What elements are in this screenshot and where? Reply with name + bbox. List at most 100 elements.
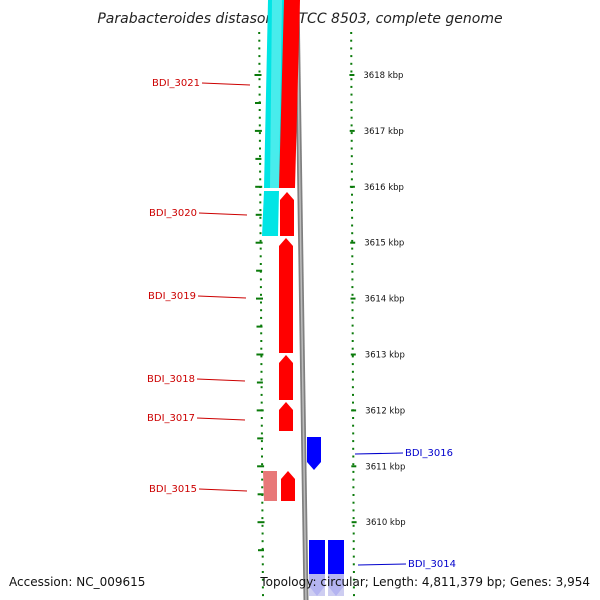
tick-mark [350,32,353,34]
tick-column-right [349,32,357,597]
tick-mark [259,193,262,196]
major-tick-right [349,129,355,132]
tick-mark [258,47,261,50]
tick-mark [352,532,355,535]
gene-bdi-3017[interactable] [279,402,293,431]
major-tick-left [257,465,265,468]
tick-mark [260,332,263,335]
tick-mark [352,578,355,581]
gene-bdi-3018[interactable] [279,355,293,400]
tick-mark [260,293,262,296]
tick-mark [350,162,353,165]
gene-label[interactable]: BDI_3017 [147,413,195,424]
tick-mark [260,393,263,396]
major-tick-left [255,241,263,244]
gene-bdi-3015[interactable] [281,471,295,501]
tick-mark [352,440,355,443]
half-tick-left [257,437,264,440]
tick-mark [352,517,355,520]
gene-label[interactable]: BDI_3016 [405,448,453,459]
gene-label[interactable]: BDI_3014 [408,559,456,570]
cyan-feature-lower [262,191,279,236]
tick-mark [350,147,353,150]
tick-mark [259,263,262,265]
scale-label: 3614 kbp [365,295,405,305]
gene-labels: BDI_3021 BDI_3020 BDI_3019 BDI_3018 BDI_3017… [147,78,456,570]
tick-mark [352,547,355,550]
tick-mark [260,370,263,373]
half-tick-left [255,102,261,104]
gene-features[interactable] [263,0,344,596]
tick-mark [261,470,264,473]
gene-label[interactable]: BDI_3021 [152,78,200,89]
tick-mark [352,393,354,396]
tick-mark [260,424,263,427]
tick-mark [259,162,262,165]
gene-label[interactable]: BDI_3019 [148,291,196,302]
tick-mark [352,501,355,504]
tick-mark [261,447,263,450]
half-tick-left [257,493,264,496]
gene-label[interactable]: BDI_3015 [149,484,197,495]
major-tick-right [351,409,357,412]
leader-line [198,212,248,216]
tick-mark [351,247,354,250]
tick-mark [260,301,262,304]
tick-mark [258,55,261,58]
gene-bdi-3019[interactable] [279,238,293,353]
tick-mark [350,85,353,88]
tick-mark [350,70,353,73]
tick-mark [261,578,264,581]
tick-mark [352,470,355,473]
tick-mark [261,478,264,481]
tick-mark [351,232,354,235]
tick-mark [352,417,355,419]
scale-label: 3616 kbp [364,183,404,193]
tick-mark [351,293,354,296]
gene-bdi-3021[interactable] [279,0,300,188]
tick-mark [351,301,354,304]
half-tick-left [255,157,262,160]
tick-mark [350,78,353,81]
tick-mark [258,109,261,111]
major-tick-left [254,129,262,132]
tick-mark [258,124,261,127]
tick-mark [352,555,355,558]
tick-mark [351,193,353,196]
tick-mark [260,401,263,404]
tick-mark [259,209,262,212]
tick-mark [259,247,262,250]
gene-bdi-3016[interactable] [307,437,321,470]
tick-mark [261,586,264,589]
gene-bdi-3020[interactable] [280,192,294,236]
tick-mark [352,401,354,404]
tick-mark [260,309,263,312]
tick-mark [352,571,355,573]
scale-label: 3613 kbp [365,351,405,361]
tick-mark [260,316,263,319]
tick-mark [351,270,354,273]
tick-mark [261,563,264,566]
tick-mark [352,509,355,512]
tick-mark [260,347,263,350]
tick-mark [260,417,263,419]
tick-mark [259,178,262,181]
tick-mark [261,547,264,550]
tick-mark [350,178,353,181]
gene-fade [328,574,344,596]
tick-mark [260,363,263,366]
gene-partner-light [263,471,277,501]
tick-mark [258,39,261,42]
tick-mark [261,532,264,535]
tick-mark [351,347,354,350]
tick-mark [351,209,353,212]
tick-mark [351,316,354,319]
gene-label[interactable]: BDI_3018 [147,374,195,385]
tick-mark [350,170,353,173]
tick-mark [352,524,355,527]
gene-label[interactable]: BDI_3020 [149,208,197,219]
leader-line [357,563,407,566]
tick-mark [352,478,355,481]
